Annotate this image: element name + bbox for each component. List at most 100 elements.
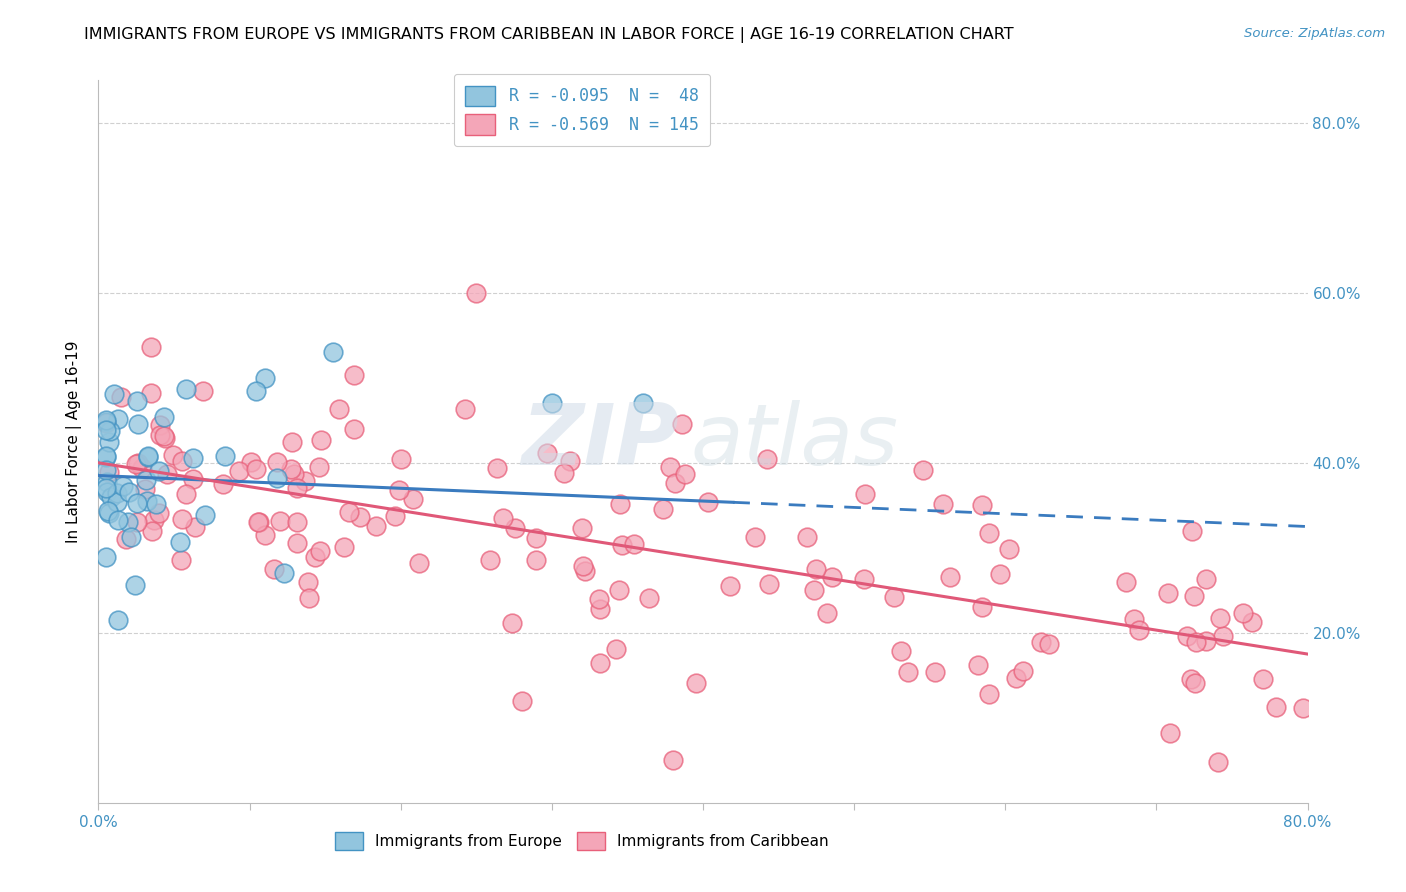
- Point: [156, 467, 179, 482]
- Point: [170, 552, 193, 566]
- Point: [247, 516, 270, 530]
- Point: [245, 384, 267, 398]
- Text: Source: ZipAtlas.com: Source: ZipAtlas.com: [1244, 27, 1385, 40]
- Text: ZIP: ZIP: [522, 400, 679, 483]
- Point: [384, 508, 406, 523]
- Point: [1031, 635, 1053, 649]
- Point: [266, 455, 288, 469]
- Point: [152, 410, 174, 425]
- Point: [125, 515, 148, 529]
- Point: [298, 591, 321, 605]
- Point: [328, 402, 350, 417]
- Point: [118, 485, 141, 500]
- Point: [589, 601, 612, 615]
- Point: [107, 613, 129, 627]
- Point: [524, 552, 547, 566]
- Point: [755, 452, 778, 467]
- Point: [141, 524, 163, 538]
- Point: [333, 540, 356, 554]
- Point: [111, 479, 134, 493]
- Point: [148, 506, 170, 520]
- Point: [120, 530, 142, 544]
- Point: [718, 579, 741, 593]
- Point: [1181, 524, 1204, 538]
- Point: [148, 464, 170, 478]
- Point: [253, 371, 276, 385]
- Point: [1156, 586, 1178, 600]
- Point: [820, 570, 842, 584]
- Point: [1184, 675, 1206, 690]
- Point: [364, 518, 387, 533]
- Point: [183, 472, 205, 486]
- Point: [997, 542, 1019, 557]
- Point: [492, 510, 515, 524]
- Point: [524, 532, 547, 546]
- Point: [153, 431, 176, 445]
- Point: [127, 417, 149, 431]
- Point: [1123, 612, 1146, 626]
- Point: [239, 455, 262, 469]
- Point: [553, 466, 575, 480]
- Point: [664, 476, 686, 491]
- Point: [661, 753, 683, 767]
- Point: [610, 538, 633, 552]
- Point: [890, 644, 912, 658]
- Point: [322, 345, 344, 359]
- Point: [105, 495, 128, 509]
- Point: [574, 564, 596, 578]
- Point: [308, 459, 330, 474]
- Point: [454, 401, 477, 416]
- Point: [1292, 701, 1315, 715]
- Point: [280, 462, 302, 476]
- Point: [465, 285, 488, 300]
- Point: [94, 463, 117, 477]
- Point: [1011, 665, 1033, 679]
- Point: [94, 450, 117, 464]
- Point: [970, 600, 993, 615]
- Point: [609, 582, 631, 597]
- Point: [343, 368, 366, 382]
- Legend: Immigrants from Europe, Immigrants from Caribbean: Immigrants from Europe, Immigrants from …: [329, 826, 835, 856]
- Point: [145, 497, 167, 511]
- Point: [1185, 635, 1208, 649]
- Point: [100, 490, 122, 504]
- Point: [153, 428, 176, 442]
- Point: [1208, 755, 1230, 769]
- Point: [510, 694, 533, 708]
- Point: [273, 566, 295, 580]
- Point: [924, 665, 946, 679]
- Point: [143, 513, 166, 527]
- Point: [149, 428, 172, 442]
- Point: [117, 515, 139, 529]
- Point: [1240, 615, 1263, 629]
- Point: [631, 396, 654, 410]
- Point: [114, 533, 136, 547]
- Point: [932, 496, 955, 510]
- Point: [979, 525, 1001, 540]
- Point: [623, 537, 645, 551]
- Point: [988, 567, 1011, 582]
- Point: [269, 515, 291, 529]
- Point: [337, 505, 360, 519]
- Point: [281, 435, 304, 450]
- Point: [1159, 726, 1181, 740]
- Point: [214, 449, 236, 463]
- Point: [651, 502, 673, 516]
- Point: [1265, 699, 1288, 714]
- Point: [96, 475, 118, 489]
- Point: [134, 482, 156, 496]
- Point: [127, 456, 149, 470]
- Point: [139, 340, 162, 354]
- Point: [540, 396, 562, 410]
- Point: [939, 570, 962, 584]
- Point: [897, 665, 920, 680]
- Point: [162, 448, 184, 462]
- Point: [911, 463, 934, 477]
- Point: [94, 417, 117, 431]
- Point: [1194, 572, 1216, 586]
- Y-axis label: In Labor Force | Age 16-19: In Labor Force | Age 16-19: [66, 340, 82, 543]
- Point: [589, 656, 612, 670]
- Point: [194, 508, 217, 523]
- Point: [485, 461, 508, 475]
- Point: [304, 549, 326, 564]
